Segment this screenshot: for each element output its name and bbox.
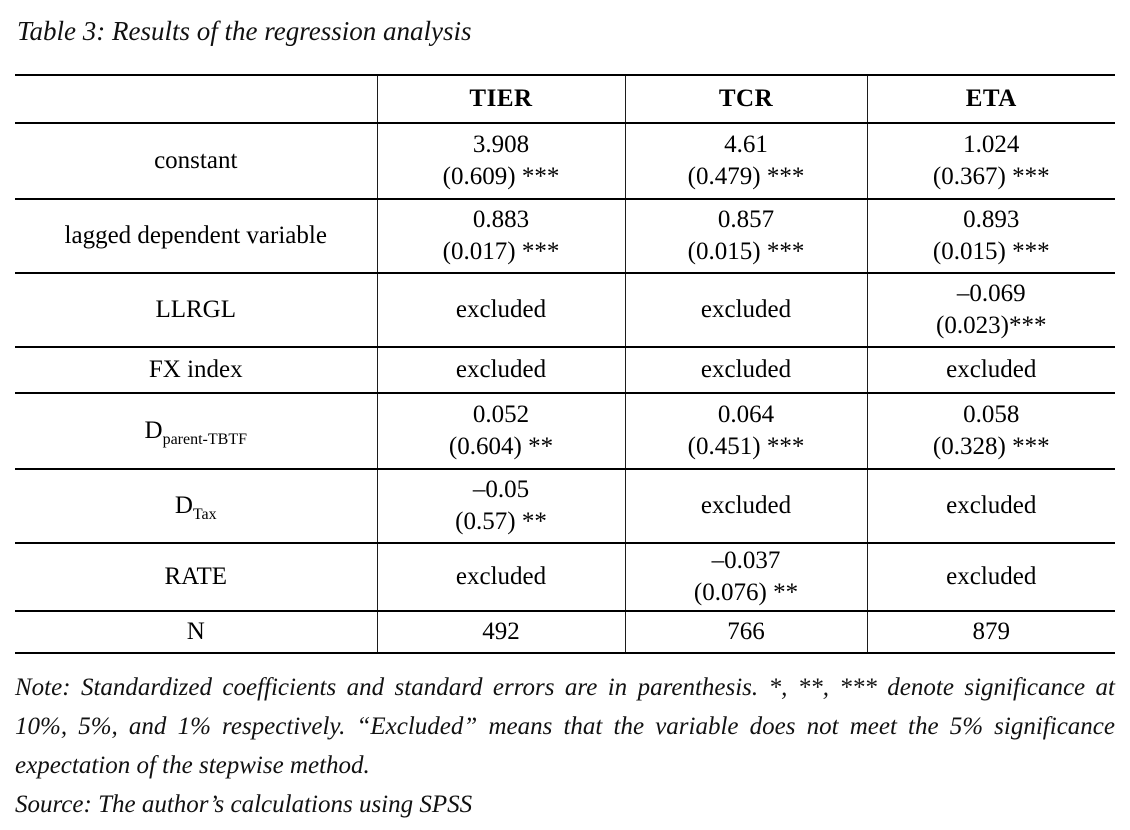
row-label-text: RATE — [164, 563, 228, 590]
table-row: FX index excluded excluded excluded — [15, 346, 1115, 394]
header-cell-tcr: TCR — [624, 74, 868, 124]
significance-note: Note: Standardized coefficients and stan… — [15, 674, 1115, 779]
row-label: LLRGL — [15, 272, 378, 348]
row-label: Dparent-TBTF — [15, 392, 378, 470]
cell-tcr: excluded — [624, 468, 868, 544]
header-cell-eta: ETA — [866, 74, 1115, 124]
row-label-text: N — [186, 618, 205, 645]
coefficient: excluded — [700, 492, 792, 519]
standard-error: (0.015) *** — [687, 238, 805, 265]
row-label: DTax — [15, 468, 378, 544]
row-label-text: FX index — [148, 356, 243, 383]
cell-eta: 0.893 (0.015) *** — [866, 198, 1115, 274]
row-label-subscript: Tax — [192, 506, 217, 523]
row-label: RATE — [15, 542, 378, 612]
observations-count: 492 — [482, 618, 520, 645]
coefficient: 0.052 — [472, 401, 530, 428]
coefficient: 1.024 — [963, 131, 1020, 158]
coefficient: excluded — [700, 296, 792, 323]
standard-error: (0.076) ** — [693, 579, 799, 606]
cell-tier: 0.052 (0.604) ** — [376, 392, 626, 470]
cell-tier: excluded — [376, 346, 626, 394]
standard-error: (0.479) *** — [687, 163, 805, 190]
row-label: lagged dependent variable — [15, 198, 378, 274]
coefficient: 0.883 — [472, 206, 530, 233]
standard-error: (0.604) ** — [448, 433, 554, 460]
standard-error: (0.015) *** — [932, 238, 1050, 265]
header-row: TIER TCR ETA — [15, 74, 1115, 124]
cell-tier: 492 — [376, 610, 626, 654]
coefficient: excluded — [455, 356, 547, 383]
table-row: constant 3.908 (0.609) *** 4.61 (0.479) **… — [15, 122, 1115, 200]
coefficient: 0.857 — [717, 206, 775, 233]
cell-eta: excluded — [866, 468, 1115, 544]
row-label: constant — [15, 122, 378, 200]
cell-eta: –0.069 (0.023)*** — [866, 272, 1115, 348]
row-label-text: lagged dependent variable — [64, 222, 327, 249]
coefficient: 0.058 — [963, 401, 1020, 428]
coefficient: –0.037 — [711, 547, 781, 574]
cell-eta: 0.058 (0.328) *** — [866, 392, 1115, 470]
observations-count: 766 — [727, 618, 765, 645]
regression-results-table: TIER TCR ETA constant 3.908 (0.609) *** 4… — [15, 74, 1115, 654]
cell-eta: excluded — [866, 542, 1115, 612]
cell-tier: 0.883 (0.017) *** — [376, 198, 626, 274]
standard-error: (0.023)*** — [936, 312, 1047, 339]
coefficient: excluded — [700, 356, 792, 383]
cell-eta: excluded — [866, 346, 1115, 394]
cell-eta: 879 — [866, 610, 1115, 654]
standard-error: (0.451) *** — [687, 433, 805, 460]
row-label-text: D — [174, 492, 193, 519]
table-row: N 492 766 879 — [15, 610, 1115, 654]
cell-eta: 1.024 (0.367) *** — [866, 122, 1115, 200]
cell-tcr: 766 — [624, 610, 868, 654]
cell-tcr: 0.857 (0.015) *** — [624, 198, 868, 274]
cell-tier: excluded — [376, 542, 626, 612]
row-label: FX index — [15, 346, 378, 394]
standard-error: (0.017) *** — [442, 238, 560, 265]
coefficient: excluded — [946, 563, 1037, 590]
table-row: LLRGL excluded excluded –0.069 (0.023)*** — [15, 272, 1115, 348]
table-row: RATE excluded –0.037 (0.076) ** excluded — [15, 542, 1115, 612]
coefficient: –0.069 — [956, 280, 1026, 307]
row-label: N — [15, 610, 378, 654]
table-title: Table 3: Results of the regression analy… — [17, 16, 472, 46]
row-label-text: LLRGL — [155, 296, 237, 323]
coefficient: excluded — [946, 356, 1037, 383]
header-cell-tier: TIER — [376, 74, 626, 124]
cell-tcr: 0.064 (0.451) *** — [624, 392, 868, 470]
cell-tier: –0.05 (0.57) ** — [376, 468, 626, 544]
coefficient: excluded — [455, 296, 547, 323]
coefficient: –0.05 — [472, 476, 530, 503]
table-row: Dparent-TBTF 0.052 (0.604) ** 0.064 (0.451… — [15, 392, 1115, 470]
row-label-text: D — [144, 417, 163, 444]
cell-tier: 3.908 (0.609) *** — [376, 122, 626, 200]
observations-count: 879 — [972, 618, 1011, 645]
row-label-text: constant — [154, 147, 238, 174]
coefficient: 0.893 — [963, 206, 1020, 233]
cell-tcr: excluded — [624, 346, 868, 394]
coefficient: 0.064 — [717, 401, 775, 428]
coefficient: excluded — [455, 563, 547, 590]
standard-error: (0.609) *** — [442, 163, 560, 190]
row-label-subscript: parent-TBTF — [162, 431, 247, 448]
cell-tier: excluded — [376, 272, 626, 348]
table-footnotes: Note: Standardized coefficients and stan… — [15, 668, 1115, 824]
coefficient: 4.61 — [724, 131, 768, 158]
cell-tcr: –0.037 (0.076) ** — [624, 542, 868, 612]
standard-error: (0.367) *** — [932, 163, 1050, 190]
standard-error: (0.328) *** — [932, 433, 1050, 460]
table-row: lagged dependent variable 0.883 (0.017) *… — [15, 198, 1115, 274]
source-note: Source: The author’s calculations using … — [15, 791, 473, 818]
table-row: DTax –0.05 (0.57) ** excluded excluded — [15, 468, 1115, 544]
standard-error: (0.57) ** — [455, 508, 547, 535]
header-cell-empty — [15, 74, 378, 124]
coefficient: excluded — [946, 492, 1037, 519]
cell-tcr: 4.61 (0.479) *** — [624, 122, 868, 200]
cell-tcr: excluded — [624, 272, 868, 348]
coefficient: 3.908 — [472, 131, 530, 158]
